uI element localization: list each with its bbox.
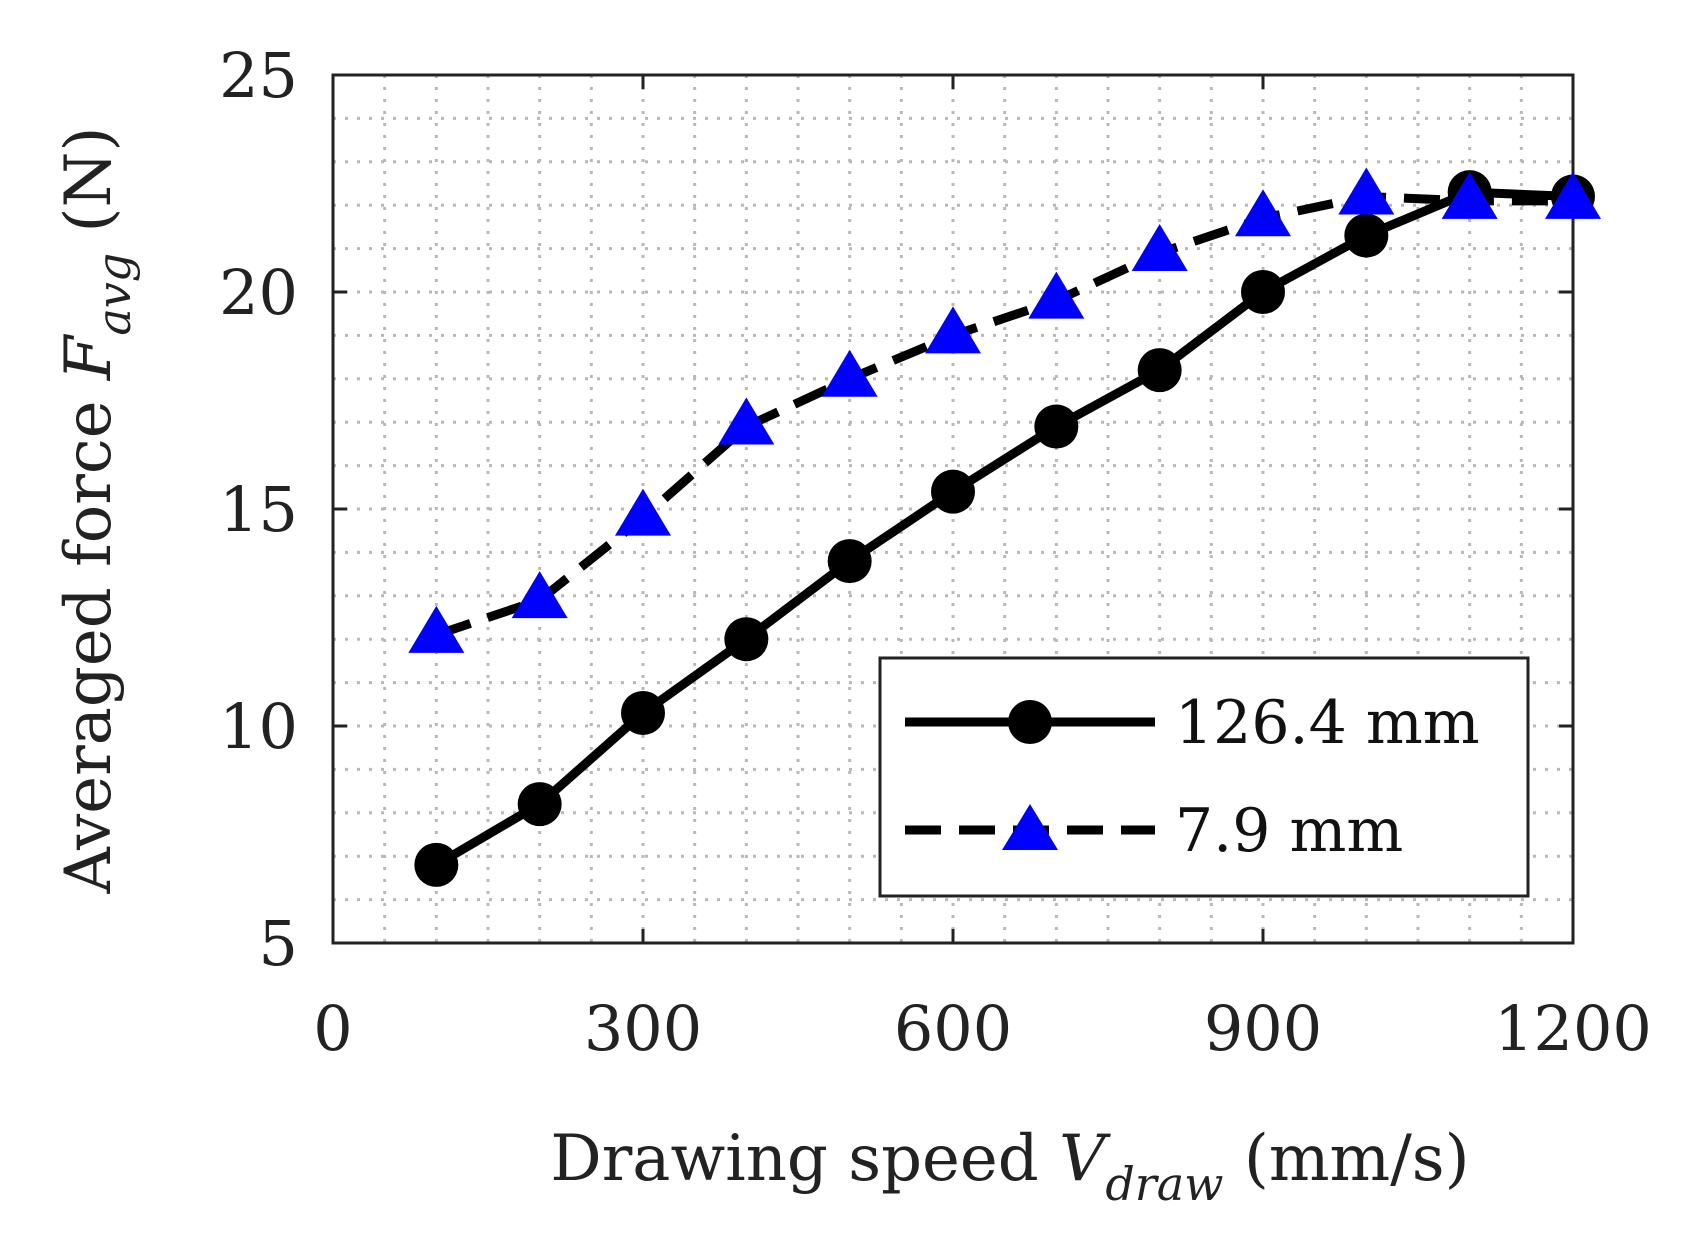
y-axis-title: Averaged force Favg (N) xyxy=(52,127,141,895)
x-axis-title-unit: (mm/s) xyxy=(1224,1122,1470,1196)
data-point-triangle xyxy=(718,397,775,445)
data-point-triangle xyxy=(1441,171,1498,219)
x-tick-label: 300 xyxy=(584,992,702,1065)
x-axis-title-sub: draw xyxy=(1105,1157,1223,1211)
legend-marker-circle xyxy=(1008,700,1052,744)
grid xyxy=(333,75,1573,943)
data-point-triangle xyxy=(1235,189,1291,237)
x-axis-title-main: Drawing speed xyxy=(550,1122,1059,1196)
y-tick-label: 20 xyxy=(219,256,298,329)
series-1 xyxy=(408,167,1601,653)
data-point-circle xyxy=(724,617,769,662)
x-axis-title-var: V xyxy=(1059,1122,1111,1196)
legend-box xyxy=(878,656,1530,898)
y-axis-title-sub: avg xyxy=(87,253,141,336)
data-point-triangle xyxy=(821,349,878,397)
data-point-circle xyxy=(1241,270,1285,314)
legend-marker-triangle xyxy=(1002,804,1058,850)
legend-label-7-9-mm: 7.9 mm xyxy=(1175,796,1403,866)
x-tick-label: 600 xyxy=(894,992,1012,1065)
data-point-triangle xyxy=(1338,167,1395,215)
data-point-circle xyxy=(414,842,459,887)
y-tick-label: 15 xyxy=(219,473,298,546)
y-tick-label: 5 xyxy=(259,907,298,980)
y-tick-label: 10 xyxy=(219,690,298,763)
data-point-circle xyxy=(621,690,665,735)
data-point-triangle xyxy=(511,571,568,619)
x-tick-label: 900 xyxy=(1204,992,1322,1065)
data-point-triangle xyxy=(1028,271,1085,319)
y-tick-label: 25 xyxy=(219,39,298,112)
data-point-triangle xyxy=(1545,171,1601,219)
data-point-circle xyxy=(1034,404,1079,449)
axis-ticks: 0 300 600 900 1200 5 10 15 20 25 xyxy=(219,39,1652,1065)
series-layer xyxy=(408,167,1601,887)
x-tick-label: 1200 xyxy=(1494,992,1652,1065)
data-point-circle xyxy=(1344,213,1389,258)
data-point-triangle xyxy=(925,306,981,354)
y-axis-title-var: F xyxy=(52,333,126,381)
data-point-circle xyxy=(931,469,975,514)
data-point-circle xyxy=(1137,348,1182,393)
data-point-circle xyxy=(827,539,872,584)
x-tick-label: 0 xyxy=(313,992,352,1065)
data-point-circle xyxy=(517,782,562,827)
legend: 126.4 mm 7.9 mm xyxy=(878,656,1530,898)
data-point-triangle xyxy=(1131,223,1188,271)
y-axis-title-main: Averaged force xyxy=(52,380,126,894)
data-point-triangle xyxy=(408,605,465,653)
x-axis-title: Drawing speed Vdraw (mm/s) xyxy=(550,1122,1469,1211)
legend-label-126-4-mm: 126.4 mm xyxy=(1175,688,1480,758)
data-point-triangle xyxy=(615,488,671,536)
y-axis-title-unit: (N) xyxy=(52,127,126,253)
